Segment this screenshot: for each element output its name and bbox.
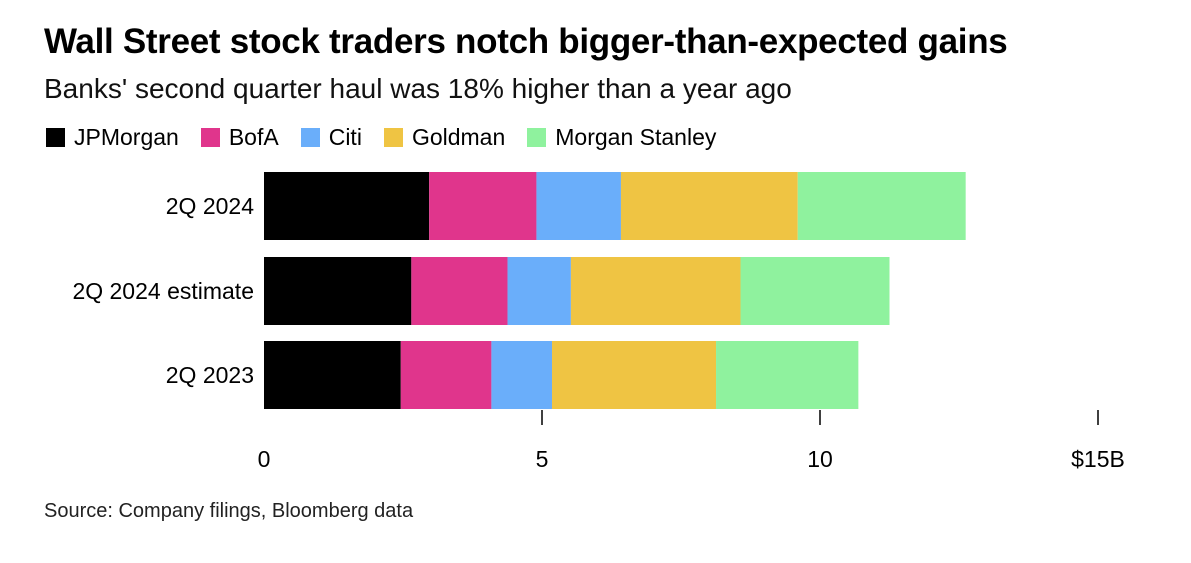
category-label: 2Q 2024 estimate: [72, 278, 254, 304]
bar-segment-goldman-0: [620, 172, 798, 240]
legend-swatch: [200, 128, 220, 147]
bar-segment-morgan-stanley-0: [797, 172, 966, 240]
bar-segment-bofa-2: [400, 341, 492, 409]
bar-segment-jpmorgan-2: [264, 341, 401, 409]
legend-label: Citi: [328, 124, 362, 150]
x-tick-label: 5: [536, 446, 549, 472]
category-label: 2Q 2023: [166, 362, 254, 388]
bar-segment-goldman-1: [570, 257, 741, 325]
bar-segment-jpmorgan-0: [264, 172, 430, 240]
legend-label: Morgan Stanley: [555, 124, 717, 150]
legend-item-morgan-stanley: Morgan Stanley: [527, 124, 716, 151]
legend-swatch: [383, 128, 403, 147]
category-label: 2Q 2024: [166, 193, 254, 219]
legend-swatch: [46, 128, 65, 147]
legend: JPMorgan BofA Citi Goldman Morgan Stanley: [46, 124, 738, 151]
bar-segment-citi-1: [507, 257, 571, 325]
bar-segment-bofa-1: [411, 257, 508, 325]
x-tick-label: 10: [807, 446, 833, 472]
legend-item-bofa: BofA: [200, 124, 279, 151]
bar-segment-citi-2: [491, 341, 553, 409]
chart-subtitle: Banks' second quarter haul was 18% highe…: [44, 73, 792, 104]
legend-item-goldman: Goldman: [383, 124, 506, 151]
legend-label: JPMorgan: [74, 124, 179, 150]
legend-label: BofA: [228, 124, 279, 150]
x-tick-label: 0: [258, 446, 271, 472]
bar-segment-bofa-0: [429, 172, 537, 240]
legend-item-citi: Citi: [300, 124, 362, 151]
x-tick-label: $15B: [1071, 446, 1125, 472]
legend-swatch: [300, 128, 320, 147]
bar-segment-jpmorgan-1: [264, 257, 412, 325]
bar-segment-morgan-stanley-1: [740, 257, 890, 325]
legend-swatch: [527, 128, 547, 147]
legend-label: Goldman: [411, 124, 506, 150]
bar-segment-morgan-stanley-2: [716, 341, 859, 409]
legend-item-jpmorgan: JPMorgan: [46, 124, 179, 151]
bar-segment-goldman-2: [552, 341, 717, 409]
chart-title: Wall Street stock traders notch bigger-t…: [44, 22, 1008, 61]
bar-segment-citi-0: [536, 172, 621, 240]
source-note: Source: Company filings, Bloomberg data: [44, 500, 414, 522]
